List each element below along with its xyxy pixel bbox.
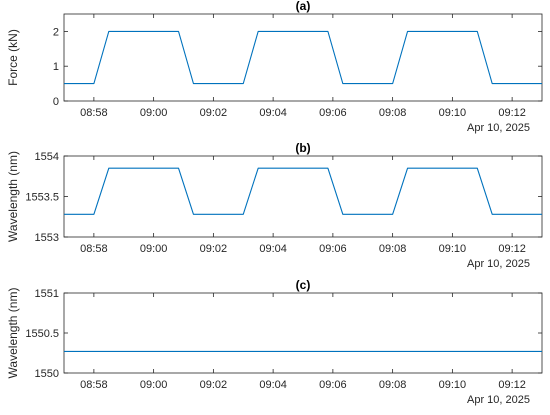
date-label: Apr 10, 2025 [467, 122, 530, 134]
chart-panel-1: (a) Force (kN) 0 1 2 08:58 09:00 09:02 09:04 09:0… [6, 0, 543, 134]
y-tick-label: 1 [53, 61, 59, 73]
y-tick-label: 1551 [35, 288, 59, 300]
x-tick-label: 09:10 [439, 107, 467, 119]
y-tick-label: 0 [53, 96, 59, 108]
date-label: Apr 10, 2025 [467, 394, 530, 406]
x-tick-label: 09:12 [498, 379, 526, 391]
x-tick-label: 09:08 [379, 107, 407, 119]
x-tick-label: 08:58 [80, 379, 108, 391]
x-tick-label: 09:04 [259, 243, 287, 255]
plot-frame [63, 155, 543, 238]
chart-panel-2: (b) Wavelength (nm) 1553 1553.5 1554 08:58 09:… [6, 141, 543, 270]
x-tick-label: 09:06 [319, 243, 347, 255]
x-tick-label: 09:02 [200, 107, 228, 119]
series-line [64, 30, 542, 85]
x-tick-label: 09:00 [140, 243, 168, 255]
x-tick-label: 09:06 [319, 379, 347, 391]
chart-title: (b) [295, 141, 310, 155]
x-tick-label: 09:08 [379, 379, 407, 391]
y-tick-label: 2 [53, 26, 59, 38]
y-tick-label: 1554 [35, 151, 59, 163]
series-line [64, 167, 542, 215]
chart-title: (a) [296, 0, 311, 13]
x-tick-label: 09:10 [439, 243, 467, 255]
x-tick-label: 09:02 [200, 243, 228, 255]
y-tick-label: 1553.5 [25, 192, 59, 204]
y-axis-label: Wavelength (nm) [6, 151, 20, 242]
y-axis-label: Force (kN) [6, 29, 20, 86]
x-tick-label: 08:58 [80, 107, 108, 119]
x-tick-label: 09:06 [319, 107, 347, 119]
x-tick-label: 09:04 [259, 107, 287, 119]
x-tick-label: 09:08 [379, 243, 407, 255]
chart-title: (c) [296, 278, 311, 292]
x-tick-label: 09:00 [140, 379, 168, 391]
x-tick-label: 09:12 [498, 107, 526, 119]
y-tick-label: 1550 [35, 368, 59, 380]
chart-panel-3: (c) Wavelength (nm) 1550 1550.5 1551 08:58 09:… [6, 278, 543, 406]
x-tick-label: 08:58 [80, 243, 108, 255]
y-tick-label: 1550.5 [25, 328, 59, 340]
plot-frame [63, 13, 543, 102]
y-axis-label: Wavelength (nm) [6, 288, 20, 379]
date-label: Apr 10, 2025 [467, 258, 530, 270]
x-tick-label: 09:04 [259, 379, 287, 391]
x-tick-label: 09:10 [439, 379, 467, 391]
x-tick-label: 09:02 [200, 379, 228, 391]
plot-frame [63, 292, 543, 374]
x-tick-label: 09:00 [140, 107, 168, 119]
x-tick-label: 09:12 [498, 243, 526, 255]
y-tick-label: 1553 [35, 232, 59, 244]
